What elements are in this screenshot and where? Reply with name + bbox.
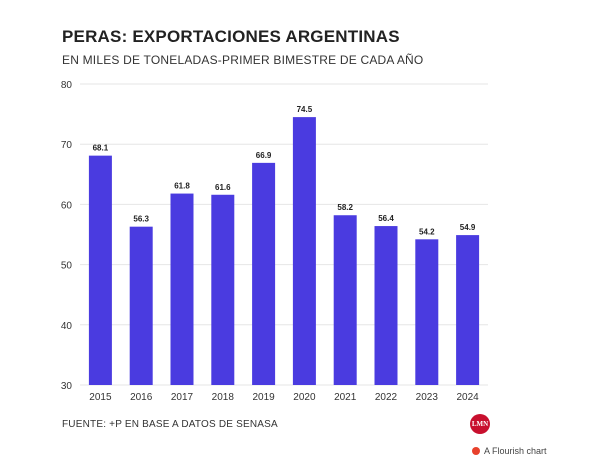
bar[interactable] <box>374 226 398 385</box>
bar[interactable] <box>415 239 439 385</box>
y-tick-label: 60 <box>61 200 73 211</box>
x-tick-label: 2022 <box>375 392 398 403</box>
data-label: 56.3 <box>133 215 149 224</box>
bar[interactable] <box>292 117 316 386</box>
y-tick-label: 80 <box>61 80 73 91</box>
x-tick-label: 2016 <box>130 392 153 403</box>
data-labels: 68.1 56.3 61.8 61.6 66.9 74.5 58.2 56.4 54.2 54.9 <box>93 105 476 236</box>
y-tick-label: 40 <box>61 321 73 332</box>
flourish-credit-label: A Flourish chart <box>484 446 547 456</box>
bar[interactable] <box>211 194 235 385</box>
bar[interactable] <box>170 193 194 385</box>
source-note: FUENTE: +P EN BASE A DATOS DE SENASA <box>62 419 278 430</box>
flourish-credit[interactable]: A Flourish chart <box>472 446 547 456</box>
x-tick-label: 2023 <box>416 392 439 403</box>
chart-title: PERAS: EXPORTACIONES ARGENTINAS <box>62 27 400 46</box>
bar[interactable] <box>88 155 112 385</box>
data-label: 58.2 <box>337 203 353 212</box>
x-axis-ticks: 2015 2016 2017 2018 2019 2020 2021 2022 2023 2024 <box>89 392 479 403</box>
x-tick-label: 2021 <box>334 392 357 403</box>
bar[interactable] <box>456 235 480 385</box>
bar[interactable] <box>333 215 357 385</box>
y-tick-label: 30 <box>61 381 73 392</box>
data-label: 61.6 <box>215 183 231 192</box>
y-tick-label: 70 <box>61 140 73 151</box>
x-tick-label: 2018 <box>212 392 235 403</box>
y-axis-ticks: 30 40 50 60 70 80 <box>61 80 73 392</box>
bars <box>88 117 480 386</box>
data-label: 54.2 <box>419 227 435 236</box>
y-tick-label: 50 <box>61 261 73 272</box>
data-label: 74.5 <box>297 105 313 114</box>
data-label: 68.1 <box>93 144 109 153</box>
chart-subtitle: EN MILES DE TONELADAS-PRIMER BIMESTRE DE… <box>62 53 424 67</box>
x-tick-label: 2020 <box>293 392 316 403</box>
lmn-logo: LMN <box>470 414 490 434</box>
data-label: 54.9 <box>460 223 476 232</box>
x-tick-label: 2017 <box>171 392 194 403</box>
data-label: 66.9 <box>256 151 272 160</box>
x-tick-label: 2019 <box>252 392 275 403</box>
data-label: 61.8 <box>174 182 190 191</box>
flourish-icon <box>472 447 480 455</box>
x-tick-label: 2015 <box>89 392 112 403</box>
x-tick-label: 2024 <box>456 392 479 403</box>
bar[interactable] <box>252 162 276 385</box>
bar[interactable] <box>129 226 153 385</box>
data-label: 56.4 <box>378 214 394 223</box>
